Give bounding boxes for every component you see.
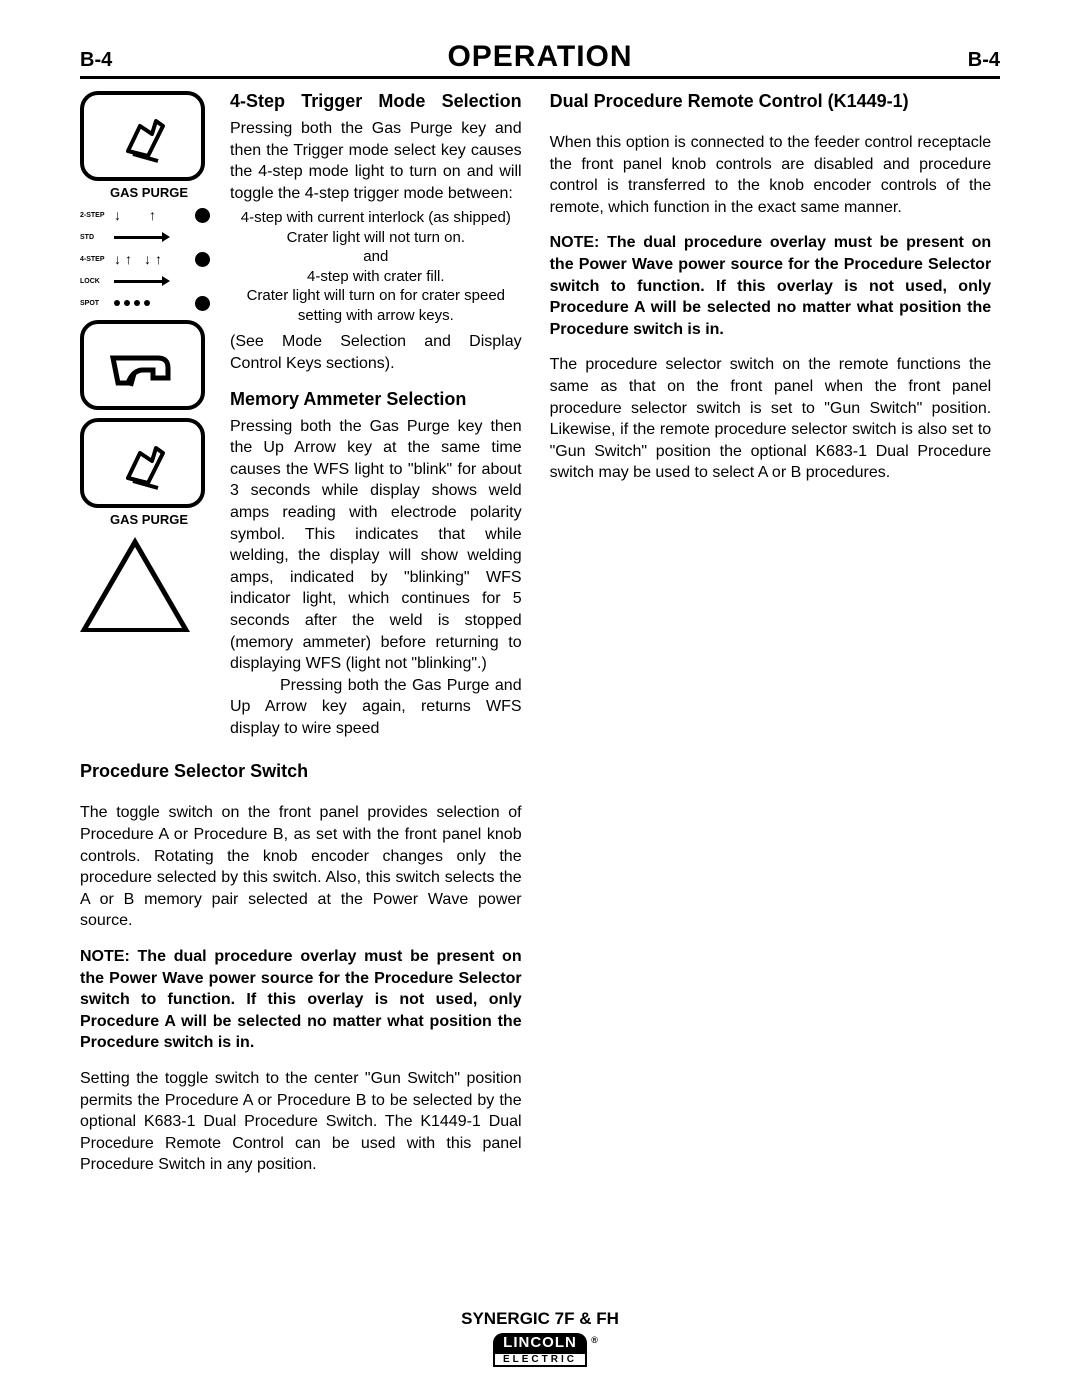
down-arrow-icon: ↓: [114, 252, 121, 266]
centered-line: 4-step with current interlock (as shippe…: [230, 208, 522, 228]
page-number-left: B-4: [80, 49, 112, 72]
product-name: SYNERGIC 7F & FH: [0, 1309, 1080, 1329]
icon-column: GAS PURGE 2-STEP ↓ ↑ STD 4-: [80, 91, 218, 753]
heading-dual-procedure: Dual Procedure Remote Control (K1449-1): [550, 91, 992, 112]
mode-row-1: 2-STEP ↓ ↑: [80, 206, 218, 224]
mode-row-4: LOCK: [80, 272, 218, 290]
section-title: OPERATION: [447, 40, 632, 74]
paragraph: When this option is connected to the fee…: [550, 132, 992, 218]
note-paragraph: NOTE: The dual procedure overlay must be…: [80, 946, 522, 1054]
small-dot-icon: [134, 300, 140, 306]
up-arrow-icon: ↑: [155, 252, 162, 266]
indicator-dot: [195, 252, 210, 267]
note-paragraph: NOTE: The dual procedure overlay must be…: [550, 232, 992, 340]
paragraph: The toggle switch on the front panel pro…: [80, 802, 522, 932]
up-arrow-icon: ↑: [125, 252, 132, 266]
down-arrow-icon: ↓: [144, 252, 151, 266]
right-arrow-icon: [114, 236, 164, 239]
trigger-icon: [80, 320, 205, 410]
page-footer: SYNERGIC 7F & FH LINCOLN ® ELECTRIC: [0, 1309, 1080, 1367]
heading-memory-ammeter: Memory Ammeter Selection: [230, 389, 522, 410]
indicator-dot: [195, 296, 210, 311]
mode-row-2: STD: [80, 228, 218, 246]
heading-4step: 4-Step Trigger Mode Selection: [230, 91, 522, 112]
left-column: GAS PURGE 2-STEP ↓ ↑ STD 4-: [80, 91, 522, 1190]
gas-purge-label-1: GAS PURGE: [80, 185, 218, 200]
gas-purge-icon-2: [80, 418, 205, 508]
up-arrow-icon: ↑: [149, 208, 156, 222]
centered-line: 4-step with crater fill.: [230, 267, 522, 287]
page-header: B-4 OPERATION B-4: [80, 40, 1000, 79]
gas-purge-icon: [80, 91, 205, 181]
paragraph: Pressing both the Gas Purge key and then…: [230, 118, 522, 204]
mode-row-5: SPOT: [80, 294, 218, 312]
paragraph: Pressing both the Gas Purge key then the…: [230, 416, 522, 675]
mode-row-3: 4-STEP ↓ ↑ ↓ ↑: [80, 250, 218, 268]
content-columns: GAS PURGE 2-STEP ↓ ↑ STD 4-: [80, 91, 1000, 1190]
logo-brand-top: LINCOLN ®: [493, 1333, 587, 1352]
small-dot-icon: [114, 300, 120, 306]
small-dot-icon: [144, 300, 150, 306]
top-row: GAS PURGE 2-STEP ↓ ↑ STD 4-: [80, 91, 522, 753]
mode-table: 2-STEP ↓ ↑ STD 4-STEP ↓ ↑: [80, 206, 218, 312]
lincoln-logo: LINCOLN ® ELECTRIC: [493, 1333, 587, 1367]
heading-procedure-selector: Procedure Selector Switch: [80, 761, 522, 782]
paragraph: The procedure selector switch on the rem…: [550, 354, 992, 484]
paragraph: Pressing both the Gas Purge and Up Arrow…: [230, 675, 522, 740]
gas-purge-label-2: GAS PURGE: [80, 512, 218, 527]
centered-line: Crater light will not turn on.: [230, 228, 522, 248]
page-number-right: B-4: [968, 49, 1000, 72]
logo-brand-bottom: ELECTRIC: [493, 1352, 587, 1367]
small-dot-icon: [124, 300, 130, 306]
registered-icon: ®: [591, 1335, 599, 1345]
centered-line: and: [230, 247, 522, 267]
down-arrow-icon: ↓: [114, 208, 121, 222]
indicator-dot: [195, 208, 210, 223]
paragraph: Setting the toggle switch to the center …: [80, 1068, 522, 1176]
right-column: Dual Procedure Remote Control (K1449-1) …: [550, 91, 992, 1190]
up-triangle-icon: [80, 537, 190, 632]
centered-line: Crater light will turn on for crater spe…: [230, 286, 522, 325]
paragraph: (See Mode Selection and Display Control …: [230, 331, 522, 374]
left-text-column: 4-Step Trigger Mode Selection Pressing b…: [230, 91, 522, 753]
right-arrow-icon: [114, 280, 164, 283]
